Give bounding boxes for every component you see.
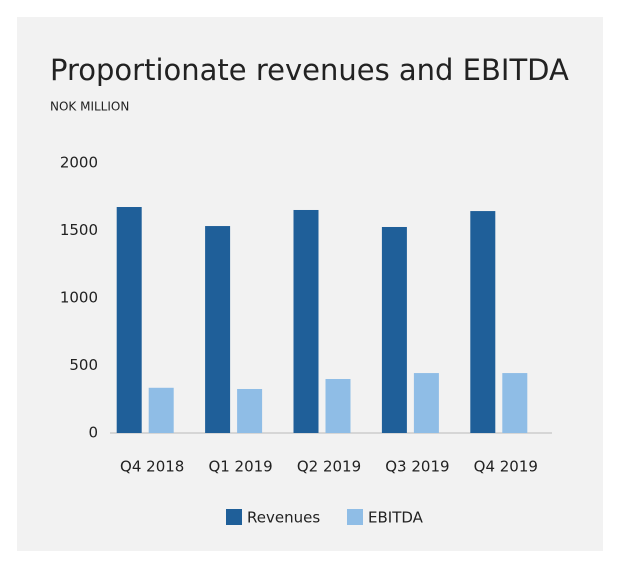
legend-label: Revenues <box>247 509 320 527</box>
bar <box>502 373 528 433</box>
bar <box>293 209 319 433</box>
bar <box>116 207 142 433</box>
x-tick-label: Q2 2019 <box>297 458 361 476</box>
bar <box>381 226 407 433</box>
chart-subtitle: NOK MILLION <box>50 100 129 114</box>
y-tick-label: 1000 <box>60 289 98 307</box>
legend-swatch <box>226 509 242 525</box>
bar <box>148 387 174 433</box>
y-tick-label: 1500 <box>60 221 98 239</box>
y-tick-label: 0 <box>88 424 98 442</box>
bar <box>413 373 439 433</box>
bar <box>325 379 351 433</box>
legend-swatch <box>347 509 363 525</box>
bar <box>237 388 263 433</box>
y-tick-label: 2000 <box>60 154 98 172</box>
x-tick-label: Q4 2019 <box>474 458 538 476</box>
x-tick-label: Q1 2019 <box>208 458 272 476</box>
legend-label: EBITDA <box>368 509 424 527</box>
bar <box>205 226 231 433</box>
x-tick-label: Q4 2018 <box>120 458 184 476</box>
bar <box>470 211 496 433</box>
chart-title: Proportionate revenues and EBITDA <box>50 53 569 87</box>
y-tick-label: 500 <box>69 356 98 374</box>
x-tick-label: Q3 2019 <box>385 458 449 476</box>
